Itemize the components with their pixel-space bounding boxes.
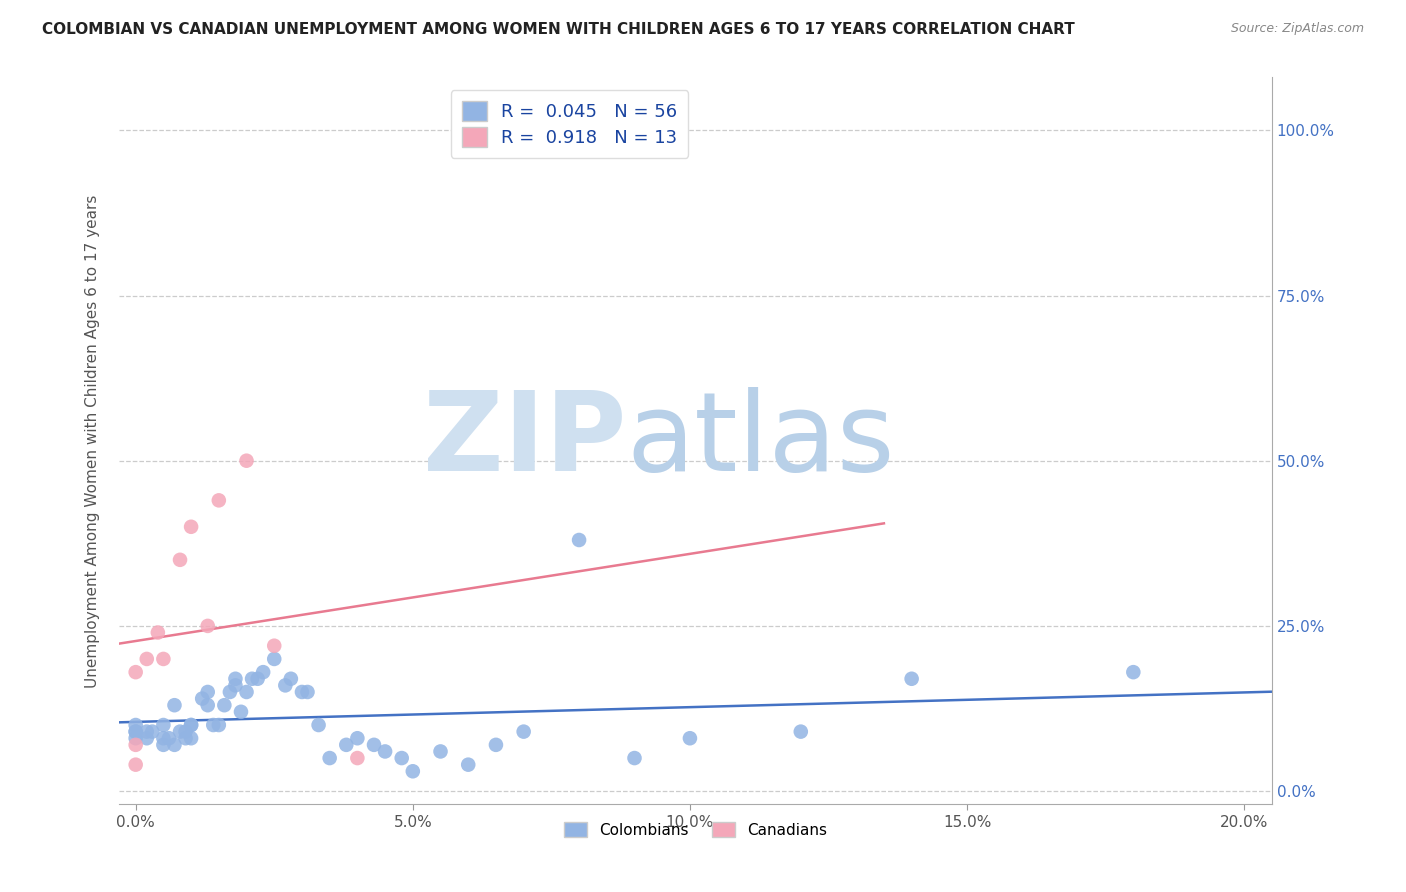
Point [124,757,146,772]
Point [297,685,319,699]
Point [235,453,257,467]
Point [240,672,263,686]
Point [374,744,396,758]
Point [191,691,214,706]
Point [391,751,413,765]
Point [197,685,219,699]
Point [174,724,197,739]
Point [135,731,157,746]
Point [900,672,922,686]
Point [180,718,202,732]
Point [169,553,191,567]
Point [246,672,269,686]
Point [152,738,174,752]
Point [1122,665,1144,680]
Point [124,724,146,739]
Point [124,738,146,752]
Point [291,685,314,699]
Point [124,718,146,732]
Point [623,751,645,765]
Text: Source: ZipAtlas.com: Source: ZipAtlas.com [1230,22,1364,36]
Point [163,698,186,713]
Point [135,652,157,666]
Point [790,724,813,739]
Point [346,751,368,765]
Point [208,718,231,732]
Point [280,672,302,686]
Point [174,731,197,746]
Point [346,731,368,746]
Point [152,731,174,746]
Point [180,731,202,746]
Point [263,639,285,653]
Point [146,625,169,640]
Point [274,678,297,692]
Point [169,724,191,739]
Text: ZIP: ZIP [423,387,626,494]
Point [197,698,219,713]
Point [135,724,157,739]
Point [152,652,174,666]
Point [679,731,702,746]
Point [429,744,451,758]
Point [180,718,202,732]
Point [235,685,257,699]
Point [229,705,252,719]
Point [197,619,219,633]
Point [252,665,274,680]
Y-axis label: Unemployment Among Women with Children Ages 6 to 17 years: Unemployment Among Women with Children A… [86,194,100,688]
Point [163,738,186,752]
Text: COLOMBIAN VS CANADIAN UNEMPLOYMENT AMONG WOMEN WITH CHILDREN AGES 6 TO 17 YEARS : COLOMBIAN VS CANADIAN UNEMPLOYMENT AMONG… [42,22,1076,37]
Point [485,738,508,752]
Point [214,698,236,713]
Text: atlas: atlas [626,387,894,494]
Point [208,493,231,508]
Point [141,724,163,739]
Point [124,724,146,739]
Point [308,718,330,732]
Point [157,731,180,746]
Legend: Colombians, Canadians: Colombians, Canadians [558,815,832,844]
Point [124,731,146,746]
Point [180,520,202,534]
Point [152,718,174,732]
Point [219,685,242,699]
Point [363,738,385,752]
Point [457,757,479,772]
Point [202,718,225,732]
Point [263,652,285,666]
Point [124,665,146,680]
Point [224,678,246,692]
Point [402,764,425,779]
Point [318,751,340,765]
Point [335,738,357,752]
Point [224,672,246,686]
Point [568,533,591,547]
Point [512,724,534,739]
